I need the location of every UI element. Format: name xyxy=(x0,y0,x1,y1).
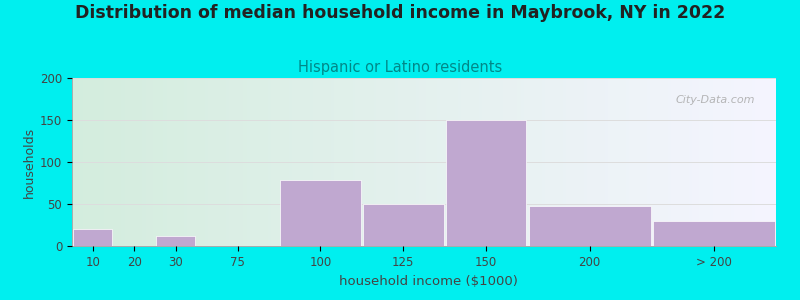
Bar xyxy=(73,229,112,246)
Y-axis label: households: households xyxy=(23,126,36,198)
Bar xyxy=(653,221,775,246)
Bar xyxy=(280,181,361,246)
Text: City-Data.com: City-Data.com xyxy=(675,95,755,105)
Bar xyxy=(529,206,650,246)
Bar xyxy=(363,204,444,246)
Bar xyxy=(156,236,195,246)
Text: Distribution of median household income in Maybrook, NY in 2022: Distribution of median household income … xyxy=(75,4,725,22)
Text: household income ($1000): household income ($1000) xyxy=(338,275,518,288)
Bar xyxy=(446,120,526,246)
Text: Hispanic or Latino residents: Hispanic or Latino residents xyxy=(298,60,502,75)
